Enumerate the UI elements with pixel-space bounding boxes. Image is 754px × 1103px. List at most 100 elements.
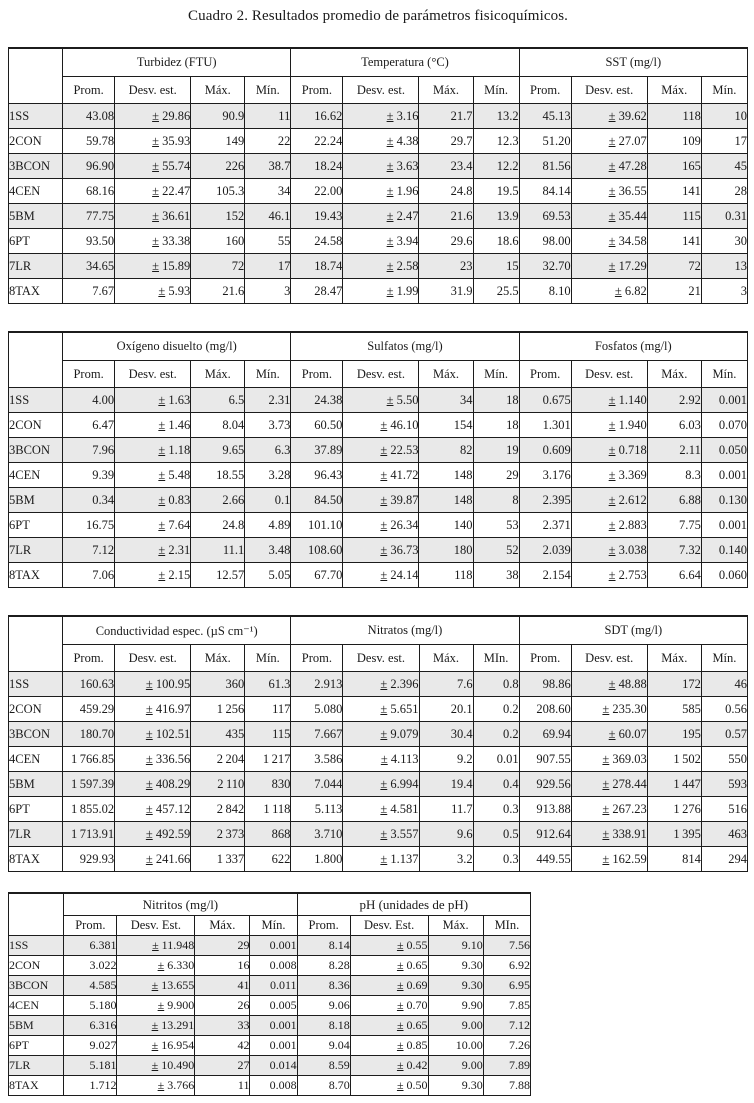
stddev-value: 0.55 xyxy=(406,938,428,952)
max-cell: 814 xyxy=(646,846,702,872)
stddev-value: 9.079 xyxy=(390,726,419,741)
plus-minus-sign: ± xyxy=(386,108,394,123)
table-row: 8TAX 7.06 ± 2.15 12.57 5.05 67.70 ± 24.14 118 38… xyxy=(7,562,749,588)
min-cell: 0.001 xyxy=(249,1035,298,1056)
plus-minus-sign: ± xyxy=(380,826,388,841)
mean-cell: 913.88 xyxy=(518,796,572,822)
stddev-cell: ± 1.63 xyxy=(114,387,192,413)
stddev-cell: ± 278.44 xyxy=(570,771,648,797)
mean-cell: 81.56 xyxy=(518,153,572,179)
mean-cell: 3.176 xyxy=(518,462,572,488)
mean-cell: 68.16 xyxy=(62,178,116,204)
plus-minus-sign: ± xyxy=(608,417,616,432)
stddev-cell: ± 336.56 xyxy=(114,746,192,772)
stat-column-header: Máx. xyxy=(190,360,246,388)
min-cell: 28 xyxy=(700,178,749,204)
stddev-value: 1.940 xyxy=(618,417,647,432)
stddev-cell: ± 3.369 xyxy=(570,462,648,488)
plus-minus-sign: ± xyxy=(158,417,166,432)
max-cell: 20.1 xyxy=(418,696,474,722)
table-row: 6PT 9.027 ± 16.954 42 0.001 9.04 ± 0.85 10.00 7.… xyxy=(7,1035,532,1056)
min-cell: 6.92 xyxy=(482,955,532,976)
mean-cell: 101.10 xyxy=(290,512,344,538)
table-row: 3BCON 96.90 ± 55.74 226 38.7 18.24 ± 3.63 23.4 1… xyxy=(7,153,749,179)
min-cell: 34 xyxy=(244,178,292,204)
site-row-label: 2CON xyxy=(7,128,64,154)
table-row: 3BCON 4.585 ± 13.655 41 0.011 8.36 ± 0.69 9.30 6… xyxy=(7,975,532,996)
mean-cell: 51.20 xyxy=(518,128,572,154)
mean-cell: 69.53 xyxy=(518,203,572,229)
plus-minus-sign: ± xyxy=(151,1058,159,1072)
mean-cell: 7.06 xyxy=(62,562,116,588)
mean-cell: 0.675 xyxy=(518,387,572,413)
plus-minus-sign: ± xyxy=(396,1078,404,1092)
site-row-label: 7LR xyxy=(7,253,64,279)
site-row-label: 2CON xyxy=(7,696,64,722)
site-row-label: 3BCON xyxy=(7,153,64,179)
max-cell: 1 395 xyxy=(646,821,702,847)
stddev-value: 33.38 xyxy=(162,233,191,248)
plus-minus-sign: ± xyxy=(608,133,616,148)
mean-cell: 8.28 xyxy=(296,955,351,976)
min-cell: 0.3 xyxy=(472,846,520,872)
plus-minus-sign: ± xyxy=(396,998,404,1012)
stddev-cell: ± 29.86 xyxy=(114,103,192,129)
max-cell: 149 xyxy=(190,128,246,154)
stddev-cell: ± 0.718 xyxy=(570,437,648,463)
stddev-cell: ± 3.16 xyxy=(342,103,420,129)
site-row-label: 6PT xyxy=(7,512,64,538)
plus-minus-sign: ± xyxy=(608,233,616,248)
table-row: 1SS 4.00 ± 1.63 6.5 2.31 24.38 ± 5.50 34 18 0.675… xyxy=(7,387,749,413)
stddev-cell: ± 2.396 xyxy=(342,671,420,697)
min-cell: 115 xyxy=(244,721,292,747)
stddev-value: 2.47 xyxy=(396,208,419,223)
max-cell: 180 xyxy=(418,537,474,563)
min-cell: 593 xyxy=(700,771,749,797)
stddev-value: 60.07 xyxy=(618,726,647,741)
site-row-label: 6PT xyxy=(7,228,64,254)
stat-column-header: Desv. est. xyxy=(570,644,648,672)
stddev-value: 2.396 xyxy=(390,676,419,691)
stat-column-header: Prom. xyxy=(63,915,118,936)
stddev-value: 4.581 xyxy=(390,801,419,816)
stddev-cell: ± 100.95 xyxy=(114,671,192,697)
stddev-value: 1.137 xyxy=(390,851,419,866)
plus-minus-sign: ± xyxy=(151,1018,159,1032)
stddev-cell: ± 3.766 xyxy=(116,1075,196,1096)
stat-column-header: Desv. est. xyxy=(114,360,192,388)
max-cell: 23.4 xyxy=(418,153,474,179)
mean-cell: 5.181 xyxy=(63,1055,118,1076)
mean-cell: 22.24 xyxy=(290,128,344,154)
min-cell: 22 xyxy=(244,128,292,154)
plus-minus-sign: ± xyxy=(380,442,388,457)
plus-minus-sign: ± xyxy=(608,492,616,507)
table-row: 5BM 77.75 ± 36.61 152 46.1 19.43 ± 2.47 21.6 13.… xyxy=(7,203,749,229)
max-cell: 3.2 xyxy=(418,846,474,872)
stddev-value: 2.753 xyxy=(618,567,647,582)
stddev-value: 10.490 xyxy=(161,1058,195,1072)
stddev-value: 3.63 xyxy=(396,158,419,173)
stddev-value: 5.50 xyxy=(396,392,419,407)
results-table-1: Turbidez (FTU) Temperatura (°C) SST (mg/l)… xyxy=(7,47,749,304)
stddev-cell: ± 22.47 xyxy=(114,178,192,204)
stddev-value: 2.883 xyxy=(618,517,647,532)
plus-minus-sign: ± xyxy=(157,958,165,972)
mean-cell: 2.154 xyxy=(518,562,572,588)
mean-cell: 24.38 xyxy=(290,387,344,413)
plus-minus-sign: ± xyxy=(158,467,166,482)
plus-minus-sign: ± xyxy=(158,517,166,532)
stddev-value: 17.29 xyxy=(618,258,647,273)
plus-minus-sign: ± xyxy=(396,938,404,952)
max-cell: 10.00 xyxy=(427,1035,484,1056)
stddev-value: 9.900 xyxy=(167,998,195,1012)
stat-column-header: Mín. xyxy=(249,915,298,936)
stddev-value: 3.557 xyxy=(390,826,419,841)
mean-cell: 9.027 xyxy=(63,1035,118,1056)
plus-minus-sign: ± xyxy=(158,492,166,507)
mean-cell: 7.67 xyxy=(62,278,116,304)
stddev-cell: ± 2.15 xyxy=(114,562,192,588)
max-cell: 21.7 xyxy=(418,103,474,129)
param-group-header: Sulfatos (mg/l) xyxy=(290,331,520,361)
stddev-cell: ± 0.42 xyxy=(349,1055,429,1076)
plus-minus-sign: ± xyxy=(608,183,616,198)
